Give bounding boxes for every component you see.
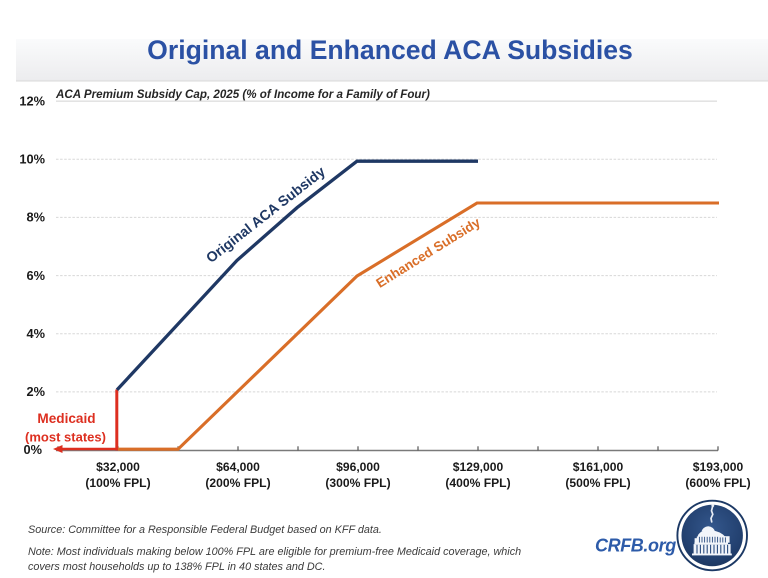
- svg-text:$129,000: $129,000: [453, 460, 504, 474]
- svg-text:10%: 10%: [19, 152, 45, 167]
- svg-text:4%: 4%: [27, 326, 46, 341]
- svg-text:Source: Committee for a Respon: Source: Committee for a Responsible Fede…: [28, 524, 382, 536]
- svg-text:ACA Premium Subsidy Cap, 2025: ACA Premium Subsidy Cap, 2025 (% of Inco…: [55, 88, 430, 101]
- svg-text:Medicaid: Medicaid: [37, 411, 95, 426]
- svg-text:0%: 0%: [24, 442, 43, 457]
- svg-text:(400% FPL): (400% FPL): [445, 476, 510, 490]
- svg-text:$193,000: $193,000: [693, 460, 744, 474]
- svg-text:(most states): (most states): [25, 430, 106, 445]
- svg-text:(600% FPL): (600% FPL): [685, 476, 750, 490]
- svg-text:(200% FPL): (200% FPL): [205, 476, 270, 490]
- svg-text:$96,000: $96,000: [336, 460, 380, 474]
- svg-text:$64,000: $64,000: [216, 460, 260, 474]
- svg-text:covers most households up to 1: covers most households up to 138% FPL in…: [28, 561, 325, 573]
- svg-text:2%: 2%: [27, 384, 46, 399]
- svg-text:(100% FPL): (100% FPL): [85, 476, 150, 490]
- svg-text:$32,000: $32,000: [96, 460, 140, 474]
- svg-text:6%: 6%: [27, 268, 46, 283]
- svg-text:8%: 8%: [27, 210, 46, 225]
- svg-text:Note: Most individuals making: Note: Most individuals making below 100%…: [28, 546, 521, 558]
- svg-text:(300% FPL): (300% FPL): [325, 476, 390, 490]
- svg-text:12%: 12%: [19, 93, 45, 108]
- svg-text:(500% FPL): (500% FPL): [565, 476, 630, 490]
- svg-text:Original and Enhanced ACA Subs: Original and Enhanced ACA Subsidies: [147, 35, 633, 65]
- svg-text:CRFB.org: CRFB.org: [595, 535, 676, 555]
- svg-text:$161,000: $161,000: [573, 460, 624, 474]
